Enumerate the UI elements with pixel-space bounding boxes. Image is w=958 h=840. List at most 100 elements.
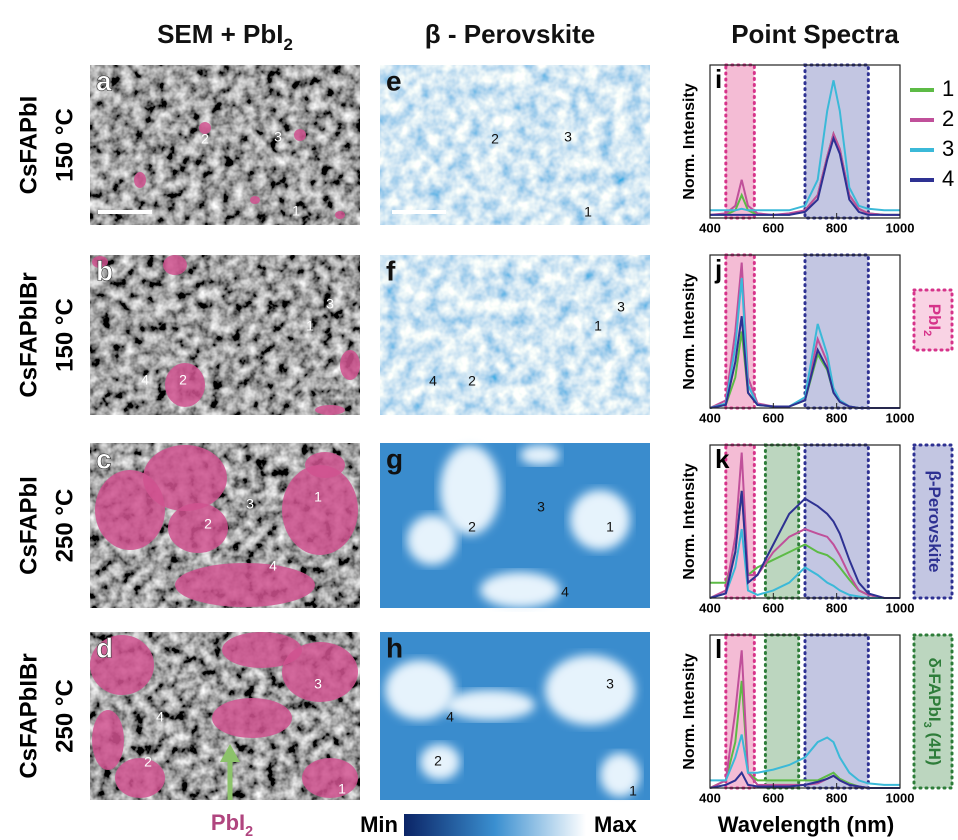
point-label: 2 [144,754,152,770]
point-label: 1 [629,783,637,799]
pbi2-region [168,503,228,553]
text-part: β - Perovskite [425,19,596,49]
point-label: 1 [314,489,322,505]
row-material: CsFAPbI [15,96,42,195]
x-tick-label: 400 [699,790,721,805]
pbi2-region [305,452,345,478]
row-material: CsFAPbIBr [15,653,42,778]
x-tick-label: 800 [826,600,848,615]
x-tick-label: 400 [699,600,721,615]
text-part: (4H) [925,728,944,766]
pbi2-region [95,470,165,550]
band [803,253,870,410]
x-tick-label: 1000 [886,790,915,805]
pbi2-region [143,445,227,511]
point-label: 3 [314,676,322,692]
pbi2-region [163,255,187,275]
point-label: 4 [141,372,149,388]
panel-letter: h [386,632,403,663]
pbi2-region [90,635,154,695]
point-label: 3 [617,299,625,315]
pbi2-region [222,632,302,668]
annotation-label: β-Perovskite [925,470,944,572]
pbi2-region [92,256,108,268]
panel-letter: k [715,444,730,474]
panel-letter: b [96,255,113,286]
band [763,633,801,790]
y-axis-label: Norm. Intensity [681,83,698,200]
pbi2-region [115,758,165,798]
x-tick-label: 600 [762,600,784,615]
spectrum-line [709,490,900,599]
y-axis-label: Norm. Intensity [681,653,698,770]
spectrum-line [709,770,900,789]
point-label: 3 [564,129,572,145]
subscript: 2 [245,824,253,840]
y-axis-label: Norm. Intensity [681,273,698,390]
axes-frame [709,254,901,409]
bright-region [520,445,560,465]
spectrum-line [709,130,900,216]
point-label: 1 [306,318,314,334]
bright-region [420,744,460,780]
legend-label: 2 [942,106,954,131]
x-tick-label: 800 [826,410,848,425]
annotation-box [912,288,954,352]
point-label: 1 [594,318,602,334]
x-tick-label: 600 [762,220,784,235]
point-label: 2 [468,373,476,389]
subscript: 2 [921,330,933,336]
pbi2-region [250,196,260,204]
bright-region [480,572,560,608]
panel-letter: g [386,443,403,474]
row-temperature: 250 °C [51,489,78,563]
arrow-head [220,744,240,762]
x-axis-label: Wavelength (nm) [718,812,894,837]
annotation-box [912,633,954,790]
point-label: 2 [201,131,209,147]
point-label: 2 [434,753,442,769]
legend-label: 4 [942,166,954,191]
text-part: PbI [925,304,944,330]
map-image [380,255,650,415]
spectrum-line [710,734,900,786]
point-label: 3 [274,129,282,145]
column-title: β - Perovskite [425,19,596,49]
axes-frame [709,634,901,789]
point-label: 1 [292,203,300,219]
x-tick-label: 1000 [886,410,915,425]
pbi2-region [335,211,345,219]
x-tick-label: 400 [699,220,721,235]
bright-region [570,490,630,550]
pbi2-region [212,698,292,738]
x-tick-label: 1000 [886,220,915,235]
pbi2-region [315,405,345,415]
row-temperature: 250 °C [51,679,78,753]
panel-letter: f [386,255,396,286]
text-part: SEM + PbI [157,19,283,49]
point-label: 4 [429,373,437,389]
band [803,443,870,600]
point-label: 1 [338,781,346,797]
x-tick-label: 1000 [886,600,915,615]
sem-image [90,255,360,415]
point-label: 4 [269,558,277,574]
row-temperature: 150 °C [51,298,78,372]
spectrum-line [709,528,900,599]
map-image [380,65,650,225]
point-label: 4 [156,709,164,725]
x-tick-label: 600 [762,790,784,805]
point-label: 2 [204,516,212,532]
subscript: 3 [921,722,933,728]
point-label: 1 [584,204,592,220]
panel-letter: c [96,443,112,474]
axes-frame [709,444,901,599]
pbi2-region [134,172,146,188]
bright-region [385,660,455,720]
panel-letter: a [96,65,112,96]
colorbar-max: Max [594,812,638,837]
x-tick-label: 400 [699,410,721,425]
sem-image [90,65,360,225]
bright-region [445,690,535,720]
